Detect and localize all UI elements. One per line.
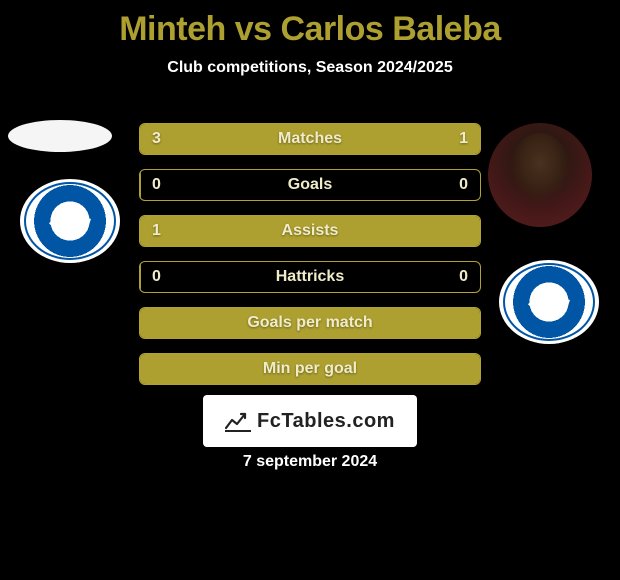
stat-right-value: 0 bbox=[459, 262, 468, 292]
stat-label: Goals per match bbox=[140, 308, 480, 338]
stat-label: Assists bbox=[140, 216, 480, 246]
stat-right-value: 0 bbox=[459, 170, 468, 200]
stat-label: Goals bbox=[140, 170, 480, 200]
stat-row-goals-per-match: Goals per match bbox=[139, 307, 481, 339]
stat-row-matches: 3 Matches 1 bbox=[139, 123, 481, 155]
branding-box: FcTables.com bbox=[203, 395, 417, 447]
stat-row-hattricks: 0 Hattricks 0 bbox=[139, 261, 481, 293]
stat-row-min-per-goal: Min per goal bbox=[139, 353, 481, 385]
branding-text: FcTables.com bbox=[257, 410, 395, 433]
stat-label: Hattricks bbox=[140, 262, 480, 292]
stat-right-value: 1 bbox=[459, 124, 468, 154]
player-left-avatar bbox=[8, 120, 112, 152]
fctables-logo-icon bbox=[225, 410, 251, 432]
player-right-avatar bbox=[488, 123, 592, 227]
page-title: Minteh vs Carlos Baleba bbox=[0, 0, 620, 49]
date-label: 7 september 2024 bbox=[0, 453, 620, 471]
stat-row-assists: 1 Assists bbox=[139, 215, 481, 247]
club-right-badge bbox=[499, 260, 599, 344]
stat-row-goals: 0 Goals 0 bbox=[139, 169, 481, 201]
club-left-badge bbox=[20, 179, 120, 263]
stat-label: Matches bbox=[140, 124, 480, 154]
stat-label: Min per goal bbox=[140, 354, 480, 384]
subtitle: Club competitions, Season 2024/2025 bbox=[0, 59, 620, 77]
stats-bars: 3 Matches 1 0 Goals 0 1 Assists 0 Hattri… bbox=[139, 123, 481, 399]
